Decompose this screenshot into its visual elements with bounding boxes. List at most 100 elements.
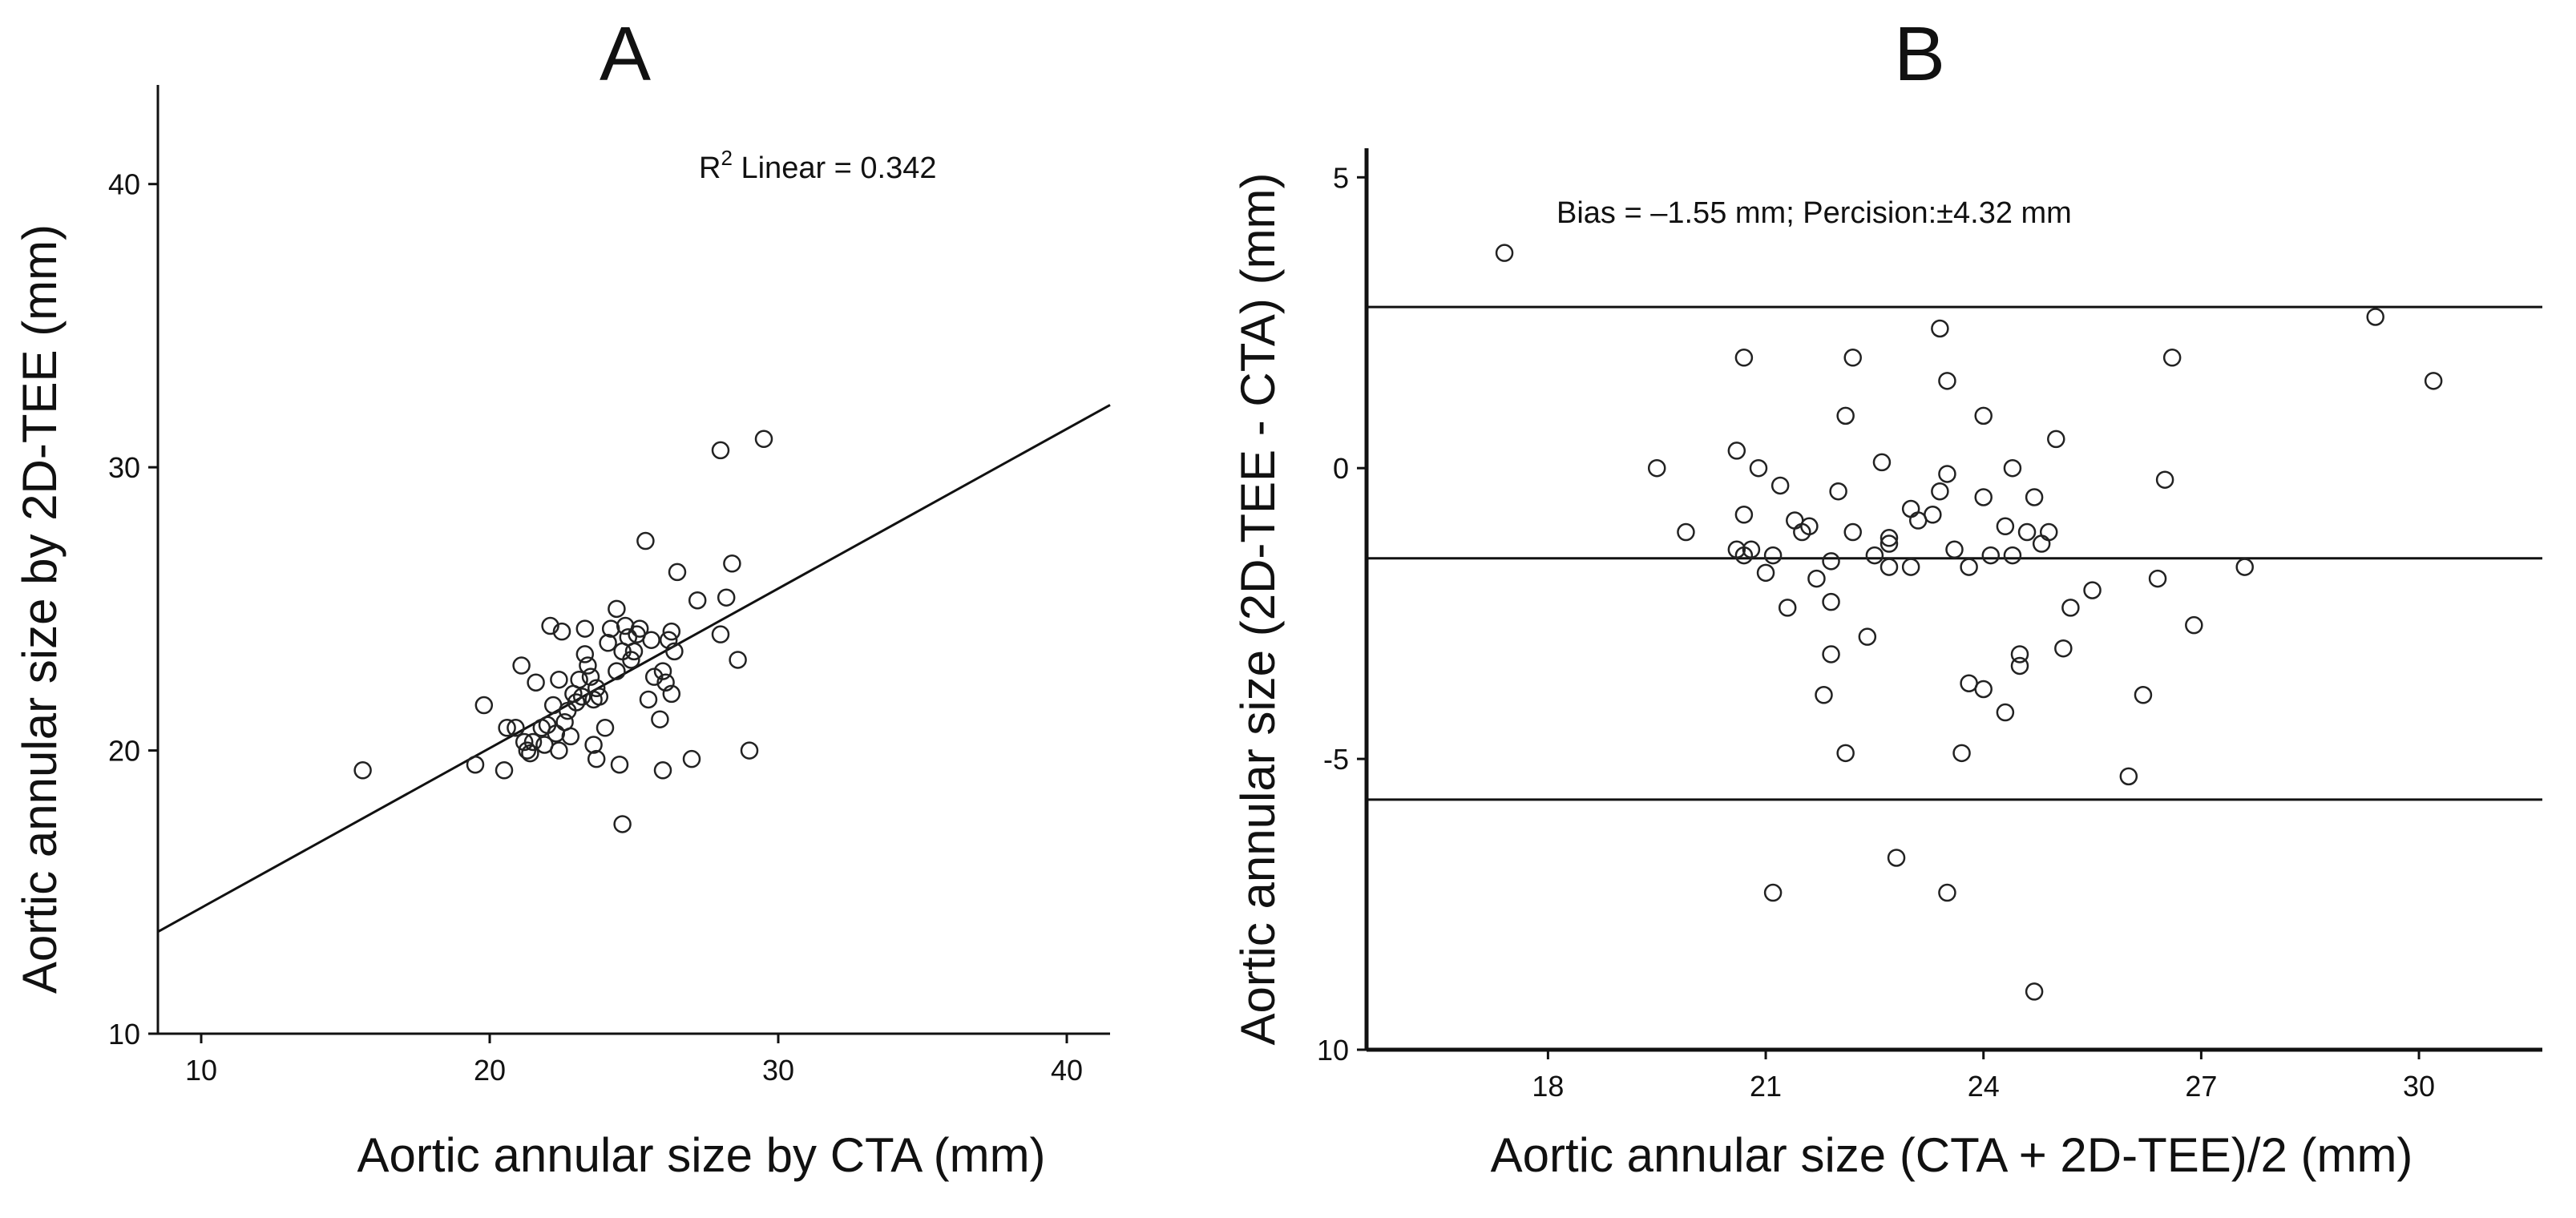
panel-b-point — [2134, 686, 2153, 704]
panel-b-point — [1938, 883, 1956, 902]
panel-b-point — [1778, 599, 1797, 617]
panel-a-ticks: 10 20 30 40 10 20 30 40 — [108, 168, 1083, 1087]
panel-b-y-tick-label: 0 — [1333, 452, 1349, 485]
panel-b-point — [1996, 703, 2015, 722]
panel-a-point — [662, 684, 681, 704]
panel-b-point — [2185, 615, 2203, 635]
panel-a-point — [754, 430, 773, 449]
panel-a-y-tick-label: 20 — [108, 735, 140, 768]
panel-a-point — [581, 667, 600, 686]
panel-a-point — [590, 688, 609, 706]
panel-b-point — [2061, 599, 2080, 617]
panel-a-point — [665, 642, 684, 661]
panel-b-point — [1938, 465, 1956, 483]
panel-a-point — [639, 690, 658, 709]
panel-b-point — [1495, 244, 1514, 262]
panel-a-point — [613, 815, 632, 833]
panel-a-point — [651, 710, 669, 728]
panel-b-point — [1829, 482, 1847, 501]
panel-b: B 18 21 24 27 30 5 0 -5 10 Bias = –1.55 mm; Perc… — [1231, 11, 2542, 1182]
panel-b-point — [2148, 569, 2167, 588]
panel-b-point — [1822, 552, 1840, 571]
panel-b-point — [2119, 767, 2138, 786]
panel-a-point — [711, 625, 730, 643]
panel-a-point — [608, 662, 626, 680]
panel-b-point — [2003, 458, 2022, 478]
panel-b-point — [2054, 639, 2073, 658]
panel-b-point — [2017, 522, 2037, 542]
panel-a-point — [653, 662, 672, 680]
panel-b-point — [2025, 488, 2044, 506]
panel-b-point — [1938, 372, 1956, 390]
panel-b-point — [2010, 645, 2029, 663]
panel-b-point — [2083, 581, 2102, 599]
panel-b-x-tick-label: 18 — [1532, 1070, 1564, 1103]
panel-a-x-axis-label: Aortic annular size by CTA (mm) — [357, 1128, 1045, 1182]
panel-b-x-axis-label: Aortic annular size (CTA + 2D-TEE)/2 (mm… — [1491, 1128, 2413, 1182]
panel-a-point — [575, 619, 595, 638]
panel-a-point — [550, 670, 568, 689]
panel-b-point — [2424, 372, 2443, 390]
panel-a-point — [547, 724, 566, 743]
panel-b-point — [1807, 569, 1826, 588]
panel-b-y-tick-label: 5 — [1333, 161, 1349, 194]
panel-a-point — [507, 719, 525, 737]
panel-a-point — [630, 619, 649, 638]
panel-a-point — [567, 693, 586, 712]
panel-b-point — [1727, 442, 1746, 460]
panel-b-point — [1974, 488, 1993, 506]
panel-b-point — [1858, 627, 1877, 646]
panel-b-point — [1901, 558, 1920, 576]
panel-b-point — [1924, 506, 1942, 524]
panel-b-point — [1677, 522, 1695, 542]
panel-b-point — [2010, 656, 2029, 676]
panel-a-y-tick-label: 30 — [108, 451, 140, 484]
panel-a-point — [711, 441, 730, 460]
panel-a-point — [498, 719, 516, 737]
panel-b-point — [1960, 558, 1978, 576]
panel-b-x-tick-label: 21 — [1750, 1070, 1782, 1103]
panel-a-point — [596, 719, 615, 737]
panel-a-point — [570, 670, 588, 689]
panel-a-point — [601, 619, 620, 638]
panel-a-y-axis-label: Aortic annular size by 2D-TEE (mm) — [13, 224, 67, 994]
panel-b-y-axis-label: Aortic annular size (2D-TEE - CTA) (mm) — [1231, 172, 1285, 1045]
panel-a-point — [561, 727, 580, 746]
panel-a-point — [616, 616, 635, 635]
panel-b-point — [2025, 982, 2044, 1001]
panel-b-point — [1815, 686, 1833, 704]
panel-b-y-tick-label: -5 — [1323, 743, 1349, 776]
panel-a-point — [575, 645, 595, 663]
panel-b-point — [1872, 453, 1892, 472]
panel-b-point — [2235, 558, 2254, 576]
panel-a-y-tick-label: 40 — [108, 168, 140, 201]
panel-b-point — [1836, 744, 1855, 763]
panel-b-x-tick-label: 24 — [1968, 1070, 2000, 1103]
panel-b-point — [2366, 308, 2384, 326]
panel-a-point — [353, 761, 372, 780]
panel-a-point — [653, 761, 672, 780]
panel-b-point — [1865, 546, 1884, 565]
panel-a-point — [642, 631, 660, 649]
panel-a-r2-annotation: R2 Linear = 0.342 — [699, 146, 937, 185]
panel-a-point — [523, 732, 543, 752]
panel-b-point — [1763, 546, 1783, 565]
panel-b-point — [1800, 517, 1819, 536]
panel-a-point — [550, 741, 568, 760]
panel-a-point — [688, 591, 707, 610]
panel-a-point — [608, 599, 626, 619]
panel-a-point — [515, 732, 534, 752]
panel-b-point — [1843, 349, 1862, 367]
panel-a-point — [717, 588, 736, 607]
panel-b-x-tick-label: 30 — [2403, 1070, 2435, 1103]
panel-b-point — [2162, 349, 2182, 367]
panel-a-point — [552, 622, 571, 641]
panel-b-point — [1756, 563, 1775, 583]
panel-a-title: A — [600, 11, 651, 97]
panel-b-point — [1843, 522, 1862, 542]
panel-a-point — [527, 673, 545, 692]
panel-b-point — [1952, 744, 1971, 763]
panel-b-point — [2155, 470, 2174, 489]
panel-a-point — [662, 622, 681, 641]
